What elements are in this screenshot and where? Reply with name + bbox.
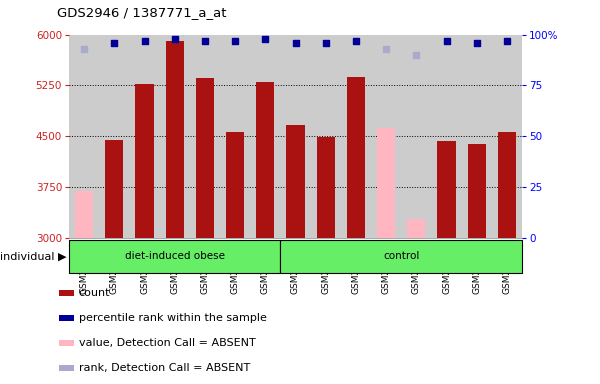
Text: value, Detection Call = ABSENT: value, Detection Call = ABSENT	[79, 338, 256, 348]
Bar	[407, 219, 425, 238]
Point	[502, 38, 512, 44]
Bar	[105, 140, 124, 238]
Bar	[437, 141, 455, 238]
Bar	[59, 315, 74, 321]
Text: control: control	[383, 251, 419, 262]
Bar	[286, 125, 305, 238]
Text: GDS2946 / 1387771_a_at: GDS2946 / 1387771_a_at	[57, 6, 227, 19]
Bar	[467, 144, 486, 238]
Text: rank, Detection Call = ABSENT: rank, Detection Call = ABSENT	[79, 362, 250, 373]
Point	[412, 52, 421, 58]
Bar	[226, 132, 244, 238]
Point	[472, 40, 481, 46]
Bar	[136, 84, 154, 238]
FancyBboxPatch shape	[69, 240, 280, 273]
Point	[170, 36, 179, 42]
Point	[321, 40, 331, 46]
Text: individual ▶: individual ▶	[0, 251, 67, 262]
Point	[109, 40, 119, 46]
Bar	[498, 132, 516, 238]
Bar	[196, 78, 214, 238]
Point	[382, 46, 391, 52]
Point	[79, 46, 89, 52]
Text: diet-induced obese: diet-induced obese	[125, 251, 224, 262]
Bar	[59, 290, 74, 296]
Bar	[347, 77, 365, 238]
Bar	[317, 137, 335, 238]
Point	[260, 36, 270, 42]
FancyBboxPatch shape	[280, 240, 522, 273]
Text: percentile rank within the sample: percentile rank within the sample	[79, 313, 266, 323]
Point	[200, 38, 210, 44]
Text: count: count	[79, 288, 110, 298]
Bar	[59, 365, 74, 371]
Bar	[75, 190, 93, 238]
Point	[291, 40, 301, 46]
Bar	[377, 128, 395, 238]
Bar	[166, 41, 184, 238]
Point	[351, 38, 361, 44]
Point	[230, 38, 240, 44]
Bar	[256, 82, 274, 238]
Point	[442, 38, 451, 44]
Point	[140, 38, 149, 44]
Bar	[59, 340, 74, 346]
